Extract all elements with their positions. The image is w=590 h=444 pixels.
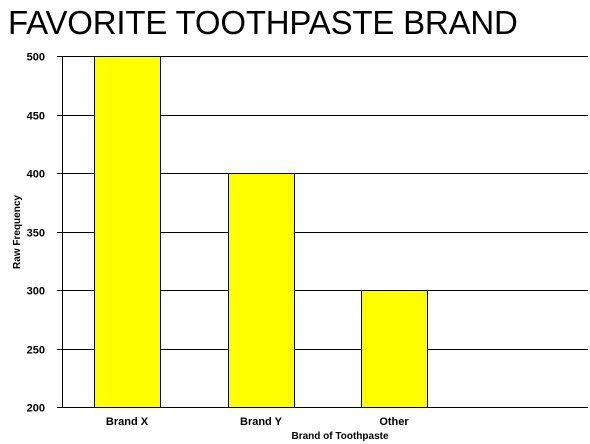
y-tick-label-250: 250: [27, 345, 45, 357]
y-tick-labels: 200 250 300 350 400 450 500: [27, 52, 45, 415]
axes: [62, 56, 588, 408]
bar-brand-x: [94, 56, 161, 408]
y-axis-title: Raw Frequency: [12, 195, 23, 269]
y-tick-label-400: 400: [27, 169, 45, 181]
x-tick-label-brand-x: Brand X: [106, 416, 149, 428]
y-tick-label-350: 350: [27, 228, 45, 240]
y-tick-label-300: 300: [27, 286, 45, 298]
x-tick-label-other: Other: [379, 416, 409, 428]
bar-brand-y: [228, 173, 295, 408]
chart-title: FAVORITE TOOTHPASTE BRAND: [8, 4, 518, 41]
y-tick-label-450: 450: [27, 111, 45, 123]
y-tick-label-200: 200: [27, 403, 45, 415]
bar-other: [361, 290, 428, 408]
x-tick-labels: Brand X Brand Y Other: [106, 416, 409, 428]
x-tick-label-brand-y: Brand Y: [240, 416, 283, 428]
y-tick-label-500: 500: [27, 52, 45, 64]
x-axis-title: Brand of Toothpaste: [291, 431, 388, 442]
bars: [94, 56, 428, 408]
